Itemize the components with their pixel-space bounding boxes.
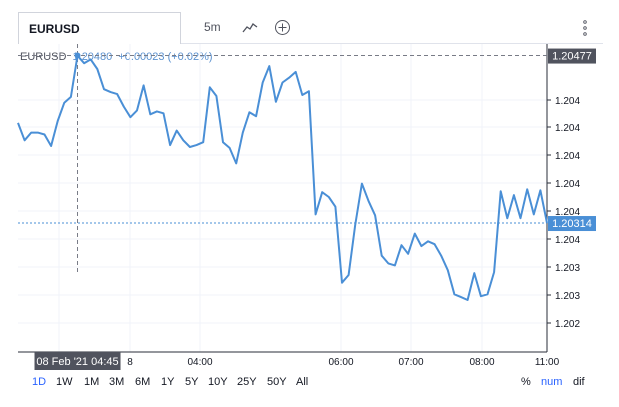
range-button-1w[interactable]: 1W (56, 376, 73, 388)
time-tick-label: 04:00 (187, 357, 212, 368)
crosshair-price-label: 1.20477 (552, 51, 592, 63)
range-button-1d[interactable]: 1D (32, 376, 47, 388)
range-button-25y[interactable]: 25Y (237, 376, 257, 388)
range-button-5y[interactable]: 5Y (185, 376, 199, 388)
line-style-icon[interactable] (242, 21, 258, 35)
legend-symbol: EURUSD (20, 51, 67, 63)
price-tick-label: 1.204 (555, 179, 580, 190)
legend-change: +0.00023 (+0.02%) (118, 51, 213, 63)
crosshair-point (74, 52, 81, 59)
range-button-1m[interactable]: 1M (84, 376, 100, 388)
scale-option-dif[interactable]: dif (573, 376, 585, 388)
price-tick-label: 1.204 (555, 235, 580, 246)
range-bar: 1D 1W 1M 3M 6M 1Y 5Y 10Y 25Y 50Y All % num dif (30, 374, 590, 392)
more-vertical-icon[interactable] (582, 19, 588, 37)
compare-add-icon[interactable] (274, 19, 291, 36)
scale-option-num[interactable]: num (541, 376, 563, 388)
range-button-10y[interactable]: 10Y (208, 376, 228, 388)
range-button-6m[interactable]: 6M (135, 376, 151, 388)
crosshair-time-box: 08 Feb '21 04:45 (34, 352, 121, 370)
time-tick-label: 06:00 (328, 357, 353, 368)
time-tick-label: 11:00 (535, 357, 560, 368)
chart-grid (18, 44, 548, 352)
crosshair-time-label: 08 Feb '21 04:45 (36, 356, 118, 368)
price-axis: 1.204 1.204 1.204 1.204 1.204 1.204 1.203 1.203… (547, 96, 580, 330)
price-series-line (17, 54, 548, 301)
price-tick-label: 1.204 (555, 207, 580, 218)
symbol-search-box[interactable]: EURUSD (18, 12, 181, 44)
chart-legend: EURUSD 1.20480 +0.00023 (+0.02%) (20, 51, 213, 63)
last-price-label: 1.20314 (552, 218, 592, 230)
range-button-all[interactable]: All (296, 376, 309, 388)
time-tick-label: 8 (127, 357, 133, 368)
time-tick-label: 07:00 (398, 357, 423, 368)
price-tick-label: 1.203 (555, 263, 580, 274)
price-tick-label: 1.202 (555, 319, 580, 330)
price-tick-label: 1.204 (555, 123, 580, 134)
price-tick-label: 1.204 (555, 151, 580, 162)
chart-toolbar: EURUSD 5m (18, 12, 603, 44)
range-button-3m[interactable]: 3M (109, 376, 125, 388)
range-button-50y[interactable]: 50Y (267, 376, 287, 388)
scale-option-percent[interactable]: % (521, 376, 531, 388)
symbol-label: EURUSD (29, 22, 80, 36)
time-tick-label: 08:00 (469, 357, 494, 368)
interval-button[interactable]: 5m (204, 20, 221, 34)
price-tick-label: 1.203 (555, 291, 580, 302)
crosshair-price-box: 1.20477 (548, 48, 596, 64)
range-button-1y[interactable]: 1Y (161, 376, 175, 388)
last-price-box: 1.20314 (548, 216, 596, 232)
price-tick-label: 1.204 (555, 96, 580, 107)
